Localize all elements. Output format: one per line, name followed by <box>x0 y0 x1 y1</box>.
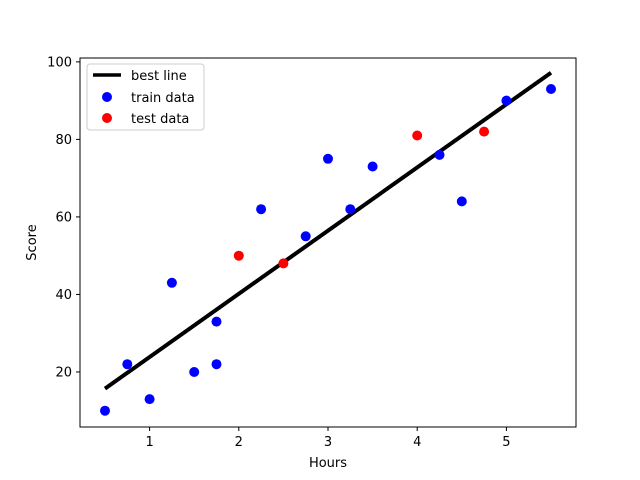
point-train-data <box>345 204 356 215</box>
legend-swatch-train-data <box>102 92 112 102</box>
point-train-data <box>144 394 155 405</box>
x-tick-label: 5 <box>502 435 510 450</box>
point-test-data <box>233 250 244 261</box>
point-train-data <box>546 84 556 94</box>
point-train-data <box>211 316 222 327</box>
point-train-data <box>434 149 445 160</box>
x-tick-label: 1 <box>145 435 153 450</box>
legend-box <box>86 63 205 131</box>
point-train-data <box>300 231 311 242</box>
x-axis-label: Hours <box>309 456 347 471</box>
legend-label-test-data: test data <box>131 112 189 127</box>
y-tick-label: 60 <box>55 210 72 225</box>
series-line-best-line <box>103 71 553 391</box>
y-tick-label: 40 <box>55 288 72 303</box>
y-axis-label: Score <box>25 224 40 260</box>
point-test-data <box>412 130 423 141</box>
point-train-data <box>189 367 200 377</box>
x-tick-label: 4 <box>413 435 421 450</box>
point-train-data <box>323 153 333 164</box>
point-train-data <box>100 405 110 416</box>
legend-label-best-line: best line <box>131 69 187 84</box>
x-tick-label: 2 <box>235 435 243 450</box>
point-train-data <box>211 359 222 370</box>
plot-marks <box>100 71 556 416</box>
point-train-data <box>256 204 267 215</box>
point-train-data <box>122 359 133 370</box>
axis-ticks: 1 2 3 4 5 20 40 60 80 100 <box>47 55 510 450</box>
legend: best line train data test data <box>86 63 205 131</box>
point-train-data <box>166 277 177 288</box>
y-tick-label: 20 <box>55 365 72 380</box>
legend-label-train-data: train data <box>131 91 195 106</box>
point-test-data <box>278 258 289 269</box>
point-train-data <box>501 95 512 106</box>
y-tick-label: 100 <box>47 55 72 70</box>
legend-swatch-test-data <box>102 113 112 123</box>
point-train-data <box>367 161 378 172</box>
x-tick-label: 3 <box>324 435 332 450</box>
y-tick-label: 80 <box>55 133 72 148</box>
point-test-data <box>479 126 490 137</box>
point-train-data <box>456 196 467 207</box>
